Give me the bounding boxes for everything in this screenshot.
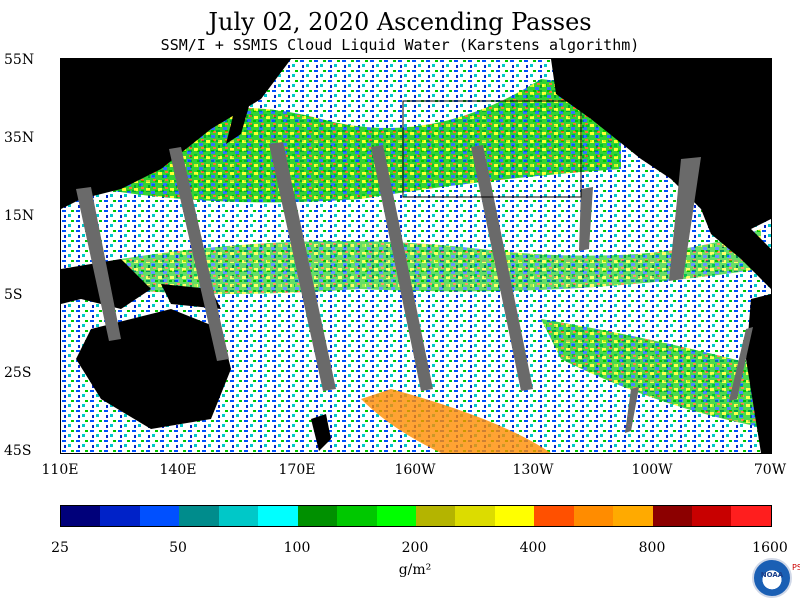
psl-logo-text: PSL	[792, 564, 800, 572]
lon-label: 130W	[512, 462, 554, 478]
lat-label: 25S	[4, 365, 32, 381]
swath-gap-9	[625, 387, 639, 433]
colorbar-swatch	[415, 506, 456, 526]
colorbar-swatch	[613, 506, 653, 526]
colorbar-label: 50	[169, 540, 187, 556]
japan-landmass	[226, 99, 251, 144]
colorbar-label: 25	[51, 540, 69, 556]
colorbar-swatch	[218, 506, 259, 526]
south-america-landmass	[746, 294, 771, 453]
colorbar-label: 1600	[752, 540, 788, 556]
lon-label: 70W	[753, 462, 787, 478]
swath-gap-7	[669, 157, 701, 281]
colorbar-swatch	[692, 506, 732, 526]
colorbar-swatch	[139, 506, 180, 526]
noaa-logo: NOAA	[752, 558, 792, 598]
swath-gap-2	[169, 147, 229, 361]
noaa-logo-text: NOAA	[760, 571, 784, 579]
colorbar	[60, 505, 772, 527]
lat-label: 15N	[4, 208, 35, 224]
region-box	[402, 100, 582, 198]
cloud-liquid-water-map	[60, 58, 772, 454]
colorbar-label: 200	[401, 540, 429, 556]
lon-label: 140E	[159, 462, 197, 478]
colorbar-swatch	[100, 506, 140, 526]
swath-gap-3	[269, 142, 336, 391]
colorbar-swatch	[455, 506, 495, 526]
chart-title: July 02, 2020 Ascending Passes	[208, 8, 592, 36]
lat-label: 45S	[4, 443, 32, 459]
north-america-landmass	[551, 59, 771, 234]
swath-gap-6	[579, 187, 593, 251]
colorbar-swatch	[534, 506, 574, 526]
central-america-landmass	[701, 209, 771, 289]
lat-label: 55N	[4, 52, 35, 68]
new-zealand-landmass	[311, 414, 331, 451]
colorbar-swatch	[731, 506, 771, 526]
colorbar-swatch	[61, 506, 101, 526]
swath-gap-4	[371, 145, 433, 391]
lon-label: 100W	[631, 462, 673, 478]
colorbar-swatch	[376, 506, 416, 526]
cloud-band-southeast	[541, 319, 771, 429]
cloud-band-south	[361, 389, 551, 453]
colorbar-swatch	[297, 506, 338, 526]
swath-gap-5	[471, 145, 533, 391]
colorbar-swatch	[258, 506, 298, 526]
colorbar-swatch	[573, 506, 614, 526]
colorbar-swatch	[494, 506, 535, 526]
colorbar-swatch	[652, 506, 692, 526]
colorbar-swatch	[179, 506, 219, 526]
asia-landmass	[61, 59, 291, 209]
colorbar-label: 100	[283, 540, 311, 556]
colorbar-label: 400	[519, 540, 547, 556]
cloud-band-itcz	[121, 229, 761, 294]
lon-label: 170E	[278, 462, 316, 478]
colorbar-label: 800	[638, 540, 666, 556]
lat-label: 5S	[4, 287, 23, 303]
swath-gap-1	[76, 187, 121, 341]
psl-text: PSL	[792, 563, 800, 572]
chart-subtitle: SSM/I + SSMIS Cloud Liquid Water (Karste…	[160, 36, 640, 54]
lon-label: 160W	[394, 462, 436, 478]
colorbar-swatch	[337, 506, 377, 526]
colorbar-unit: g/m²	[398, 562, 432, 578]
lat-label: 35N	[4, 130, 35, 146]
lon-label: 110E	[41, 462, 79, 478]
swath-gap-8	[729, 327, 753, 401]
